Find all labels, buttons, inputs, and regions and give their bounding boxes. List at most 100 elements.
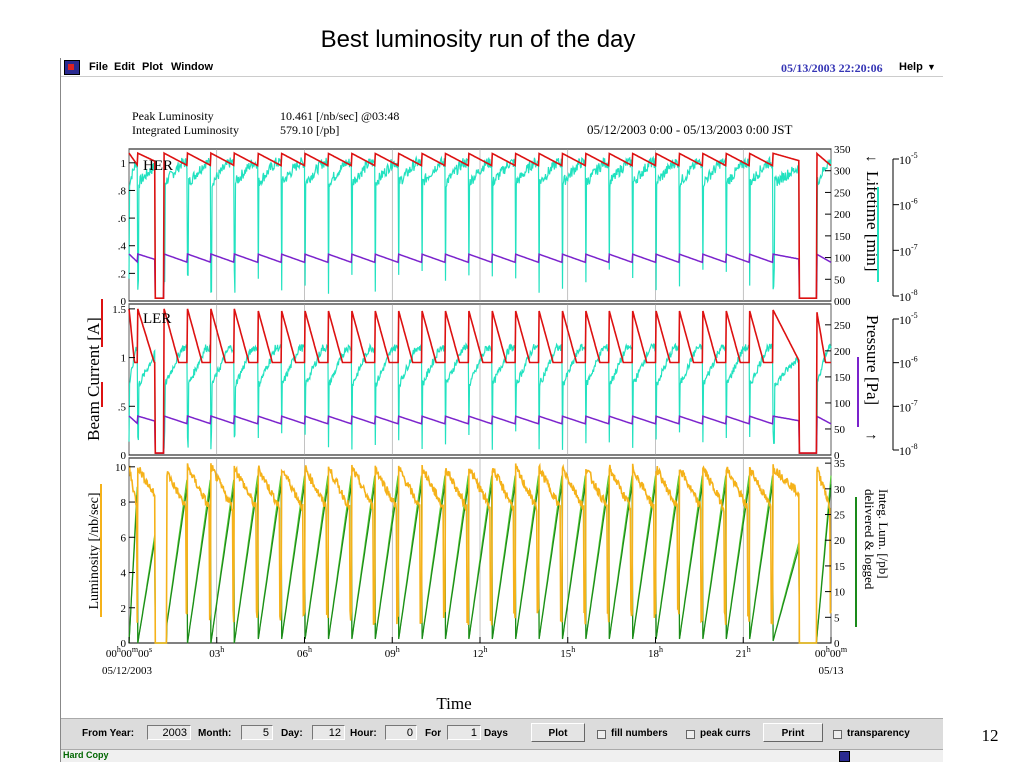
integrated-delivered-series [128, 475, 832, 644]
x-tick-label: 12h [473, 645, 488, 660]
left-tick-label: 1 [121, 353, 127, 365]
right-tick-label: 250 [834, 187, 851, 199]
fill-numbers-checkbox[interactable] [597, 730, 606, 739]
peak-luminosity-label: Peak Luminosity [132, 109, 214, 123]
pressure-series-her [128, 252, 832, 299]
datetime: 05/13/2003 22:20:06 [781, 61, 883, 75]
beam-current-axis-title: Beam Current [A] [84, 317, 103, 441]
transparency-label: transparency [847, 728, 910, 739]
menu-file[interactable]: File [89, 61, 108, 73]
integ-lum-axis-subtitle: delivered & logged [862, 489, 877, 590]
log-tick-label: 10-6 [899, 355, 918, 371]
day-label: Day: [281, 728, 303, 739]
menu-help[interactable]: Help [899, 61, 923, 73]
left-tick-label: .4 [118, 241, 127, 253]
left-tick-label: 4 [121, 568, 127, 580]
ticks-layer: 0.2.4.6.81000501001502002503003500.511.5… [106, 144, 851, 660]
ler-tag: LER [143, 311, 171, 327]
lifetime-series-ler [128, 342, 832, 454]
right-tick-label: 150 [834, 372, 851, 384]
status-text: Hard Copy [63, 750, 109, 760]
plot-svg: Peak Luminosity 10.461 [/nb/sec] @03:48 … [84, 109, 918, 713]
slide-title: Best luminosity run of the day [320, 26, 636, 53]
x-tick-label: 06h [297, 645, 312, 660]
fill-numbers-label: fill numbers [611, 728, 668, 739]
menu-window[interactable]: Window [171, 61, 214, 73]
luminosity-axis-title: Luminosity [/nb/sec] [87, 492, 102, 609]
right-tick-label: 350 [834, 144, 851, 156]
peak-luminosity-value: 10.461 [/nb/sec] @03:48 [280, 109, 399, 123]
right-tick-label: 35 [834, 458, 846, 470]
left-tick-label: .8 [118, 185, 127, 197]
lifetime-arrow-icon: ↓ [863, 155, 879, 163]
day-field[interactable]: 12 [312, 725, 345, 740]
status-bar: Hard Copy [61, 749, 943, 762]
month-label: Month: [198, 728, 232, 739]
left-tick-label: 0 [121, 296, 127, 308]
log-tick-label: 10-8 [899, 288, 918, 304]
left-tick-label: .2 [118, 268, 126, 280]
left-tick-label: .6 [118, 213, 127, 225]
lifetime-axis-title: Lifetime [min] [863, 171, 882, 272]
x-tick-label: 00h00m00s [106, 645, 152, 660]
right-tick-label: 300 [834, 166, 851, 178]
right-tick-label: 30 [834, 484, 846, 496]
right-tick-label: 200 [834, 209, 851, 221]
right-tick-label: 100 [834, 253, 851, 265]
right-tick-label: 5 [834, 612, 840, 624]
hour-label: Hour: [350, 728, 377, 739]
log-tick-label: 10-8 [899, 442, 918, 458]
left-tick-label: 6 [121, 532, 127, 544]
left-tick-label: .5 [118, 401, 127, 413]
app-icon[interactable] [64, 60, 80, 75]
app-window: File Edit Plot Window 05/13/2003 22:20:0… [60, 58, 943, 762]
integ-lum-axis-title: Integ. Lum. [/pb] [876, 489, 891, 579]
beam-current-series-her [128, 151, 832, 299]
month-field[interactable]: 5 [241, 725, 273, 740]
right-tick-label: 150 [834, 231, 851, 243]
right-tick-label: 10 [834, 587, 846, 599]
plot-button[interactable]: Plot [531, 723, 585, 742]
integrated-luminosity-value: 579.10 [/pb] [280, 123, 339, 137]
right-tick-label: 15 [834, 561, 846, 573]
menubar: File Edit Plot Window 05/13/2003 22:20:0… [61, 58, 943, 77]
right-tick-label: 250 [834, 320, 851, 332]
series-layer [128, 151, 832, 644]
menu-plot[interactable]: Plot [142, 61, 163, 73]
for-label: For [425, 728, 442, 739]
control-bar: From Year: 2003 Month: 5 Day: 12 Hour: 0… [61, 718, 943, 749]
log-tick-label: 10-6 [899, 197, 918, 213]
x-tick-label: 15h [560, 645, 575, 660]
integrated-logged-series [128, 484, 832, 644]
left-tick-label: 10 [115, 462, 127, 474]
help-chevron-down-icon[interactable]: ▼ [927, 62, 936, 72]
for-days-field[interactable]: 1 [447, 725, 481, 740]
left-tick-label: 0 [121, 638, 127, 650]
right-tick-label: 000 [834, 296, 851, 308]
plot-area: Peak Luminosity 10.461 [/nb/sec] @03:48 … [61, 77, 943, 713]
log-tick-label: 10-5 [899, 151, 918, 167]
hour-field[interactable]: 0 [385, 725, 417, 740]
from-year-field[interactable]: 2003 [147, 725, 191, 740]
transparency-checkbox[interactable] [833, 730, 842, 739]
menu-edit[interactable]: Edit [114, 61, 135, 73]
x-tick-label: 09h [385, 645, 400, 660]
peak-currs-checkbox[interactable] [686, 730, 695, 739]
from-year-label: From Year: [82, 728, 135, 739]
x-date-end: 05/13 [818, 665, 844, 677]
pressure-arrow-icon: ↑ [863, 433, 879, 441]
x-tick-label: 03h [209, 645, 224, 660]
log-tick-label: 10-5 [899, 311, 918, 327]
peak-currs-label: peak currs [700, 728, 751, 739]
print-button[interactable]: Print [763, 723, 823, 742]
pressure-axis-title: Pressure [Pa] [863, 315, 882, 405]
left-tick-label: 8 [121, 497, 127, 509]
slide-number: 12 [981, 726, 999, 745]
x-tick-label: 00h00m [815, 645, 848, 660]
days-label: Days [484, 728, 508, 739]
x-date-start: 05/12/2003 [102, 665, 153, 677]
right-tick-label: 50 [834, 274, 846, 286]
left-tick-label: 1.5 [112, 304, 126, 316]
right-tick-label: 50 [834, 424, 846, 436]
right-tick-label: 20 [834, 535, 846, 547]
